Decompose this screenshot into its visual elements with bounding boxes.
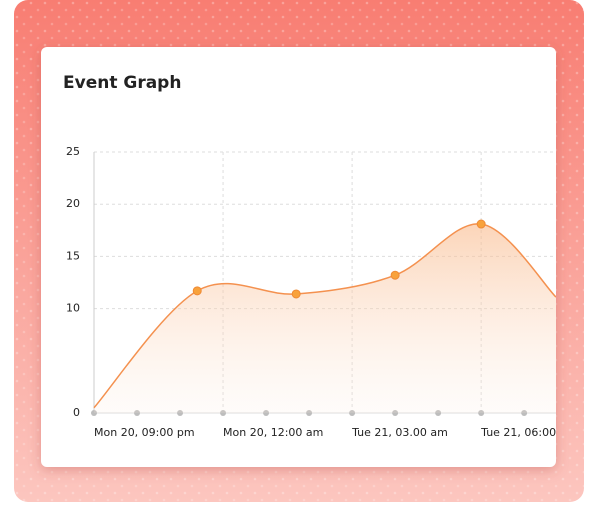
- line: [93, 223, 556, 409]
- card-title: Event Graph: [63, 73, 181, 93]
- x-tick-label: Mon 20, 09:00 pm: [94, 426, 195, 439]
- point: [476, 219, 486, 229]
- y-tick-label: 15: [66, 249, 80, 262]
- plot: 0 10 15 20 25 Mon 20, 09:00 pm Mon 20, 12:00 a…: [66, 145, 577, 439]
- x-tick-label: Tue 21, 03.00 am: [351, 426, 448, 439]
- x-tick-label: Tue 21, 06:00 am: [480, 426, 577, 439]
- point: [291, 289, 301, 299]
- point: [390, 270, 400, 280]
- y-tick-label: 0: [73, 406, 80, 419]
- area: [94, 223, 556, 413]
- point: [192, 286, 202, 296]
- x-tick-label: Mon 20, 12:00 am: [223, 426, 323, 439]
- y-tick-label: 20: [66, 197, 80, 210]
- y-tick-label: 25: [66, 145, 80, 158]
- y-tick-label: 10: [66, 302, 80, 315]
